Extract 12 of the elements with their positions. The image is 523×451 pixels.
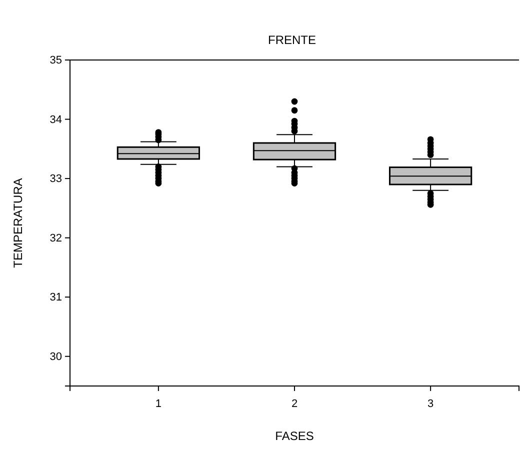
x-axis-title: FASES [275,429,314,443]
y-tick-label: 30 [50,350,62,363]
y-tick-label: 32 [50,232,62,244]
y-tick-label: 31 [50,292,62,304]
y-tick-label: 35 [50,54,62,67]
y-tick-label: 34 [50,114,62,126]
chart-title: FRENTE [268,33,316,47]
x-tick-label: 1 [155,398,162,410]
x-tick-label: 2 [291,398,298,410]
y-tick-label: 33 [50,173,62,186]
y-axis-title: TEMPERATURA [11,178,25,268]
x-tick-label: 3 [428,398,434,410]
